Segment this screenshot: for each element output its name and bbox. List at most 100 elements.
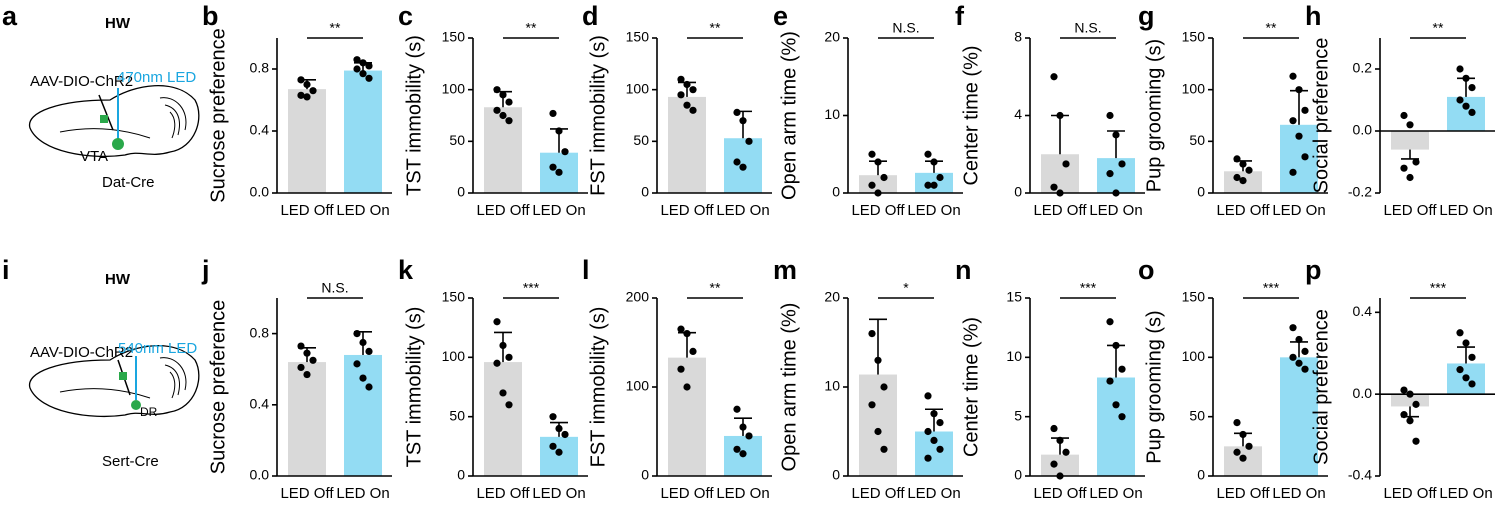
data-point [880,445,888,453]
data-point [1050,183,1058,191]
data-point [365,62,373,70]
data-point [365,347,373,355]
data-point [733,158,741,166]
panel-letter: d [582,1,599,31]
data-point [297,91,305,99]
data-point [930,181,938,189]
y-tick-label: 50 [449,407,465,423]
significance-label: N.S. [1074,20,1101,36]
bar [1097,377,1135,476]
y-tick-label: 0.8 [250,324,270,340]
data-point [1056,189,1064,197]
bar [344,354,382,476]
data-point [1406,417,1414,425]
error-bar [1401,149,1419,160]
x-tick-label: LED On [1272,485,1325,502]
y-tick-label: 0.4 [250,122,270,138]
diagram-a: a HW AAV-DIO-ChR2 470nm LED VTA Dat-Cre [2,1,200,191]
y-tick-label: 50 [633,132,649,148]
y-axis-label: TST immobility (s) [403,35,425,196]
data-point [549,163,557,171]
y-axis-label: Center time (%) [960,317,982,457]
data-point [505,401,513,409]
data-point [1400,111,1408,120]
data-point [739,163,747,171]
data-point [1245,442,1253,450]
data-point [930,158,938,166]
x-tick-label: LED Off [1383,202,1437,219]
data-point [1112,189,1120,197]
data-point [868,181,876,189]
data-point [1468,380,1476,388]
y-axis-label: FST immobility (s) [587,35,609,196]
y-tick-label: 5 [1014,407,1022,423]
mouse-label: Sert-Cre [102,453,159,470]
bar [1097,158,1135,193]
diagram-title: HW [105,271,131,288]
data-point [1301,106,1309,114]
bar-chart: k TST immobility (s) 0 50 100 150 LED Off LED O… [398,255,588,502]
data-point [1056,111,1064,120]
x-tick-label: LED Off [851,202,905,219]
bar-chart: d FST immobility (s) 0 50 100 150 LED Off LED O… [582,1,772,219]
panel-letter: c [398,1,413,31]
y-tick-label: 0 [832,184,840,200]
data-point [359,338,367,347]
data-point [359,59,367,67]
significance-label: *** [1263,280,1280,296]
data-point [1406,390,1414,398]
y-tick-label: 100 [1182,80,1206,96]
data-point [505,98,513,106]
data-point [1050,424,1058,433]
data-point [868,150,876,158]
x-tick-label: LED Off [1383,485,1437,502]
data-point [1118,413,1126,421]
panel-letter: e [773,1,788,31]
cerebellum [159,97,187,139]
data-point [683,330,691,338]
y-tick-label: 0.0 [250,467,270,483]
y-tick-label: 0.0 [1353,122,1373,138]
y-tick-label: 100 [442,80,466,96]
data-point [745,137,753,145]
light-label: 470nm LED [117,69,196,86]
region-label: DR [140,405,158,419]
diagram-i: i HW AAV-DIO-ChR2 540nm LED DR Sert-Cre [2,255,200,470]
data-point [1056,472,1064,480]
syringe [98,94,114,131]
data-point [1050,460,1058,468]
data-point [1289,117,1297,125]
data-point [303,80,311,89]
y-tick-label: -0.2 [1348,184,1372,200]
x-tick-label: LED Off [660,202,714,219]
data-point [930,436,938,444]
significance-label: N.S. [321,280,348,296]
target-region [112,138,124,150]
data-point [924,427,932,436]
y-axis-label: Pup grooming (s) [1143,310,1165,463]
panel-letter: l [582,255,590,285]
data-point [353,330,361,338]
data-point [1462,74,1470,82]
data-point [1289,353,1297,361]
panel-letter: p [1305,255,1322,285]
y-axis-label: Center time (%) [960,45,982,185]
data-point [505,117,513,125]
panel-letter: h [1305,1,1322,31]
bar [668,357,706,476]
data-point [1462,102,1470,110]
data-point [880,383,888,391]
bar-chart: j Sucrose preference 0.0 0.4 0.8 LED Off LED O… [201,255,392,502]
data-point [493,86,501,94]
data-point [1406,173,1414,182]
virus-label: AAV-DIO-ChR2 [30,73,133,90]
bar [1391,131,1429,150]
mouse-label: Dat-Cre [102,174,155,191]
y-axis-label: Pup grooming (s) [1143,39,1165,192]
x-tick-label: LED On [1439,202,1492,219]
x-tick-label: LED Off [660,485,714,502]
cerebellum [159,357,187,399]
data-point [1106,111,1114,120]
data-point [733,445,741,453]
